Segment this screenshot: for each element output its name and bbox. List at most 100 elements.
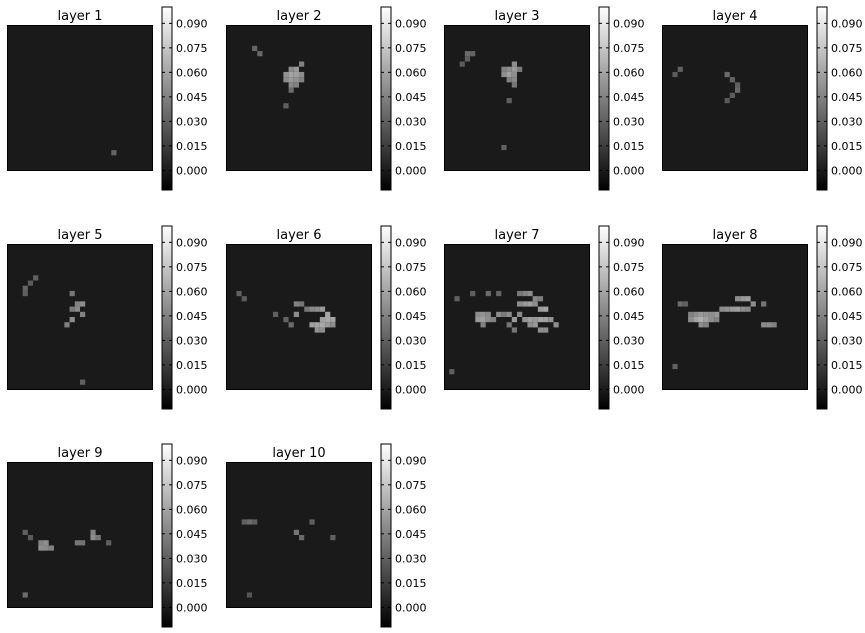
heatmap-cell (319, 327, 326, 333)
heatmap-cell (693, 317, 699, 323)
colorbar-tick-label: 0.030 (395, 552, 427, 565)
heatmap-cell (241, 296, 247, 302)
heatmap-cell (537, 327, 544, 333)
colorbar-tick-label: 0.090 (176, 236, 208, 249)
heatmap-cell (480, 317, 486, 323)
heatmap-cell (288, 71, 294, 78)
colorbar-tick-label: 0.060 (176, 503, 208, 516)
heatmap-cell (740, 296, 746, 302)
heatmap-cell (22, 529, 28, 535)
colorbar-tick-label: 0.000 (395, 164, 427, 177)
colorbar-tick-label: 0.075 (395, 261, 427, 274)
heatmap-cell (283, 317, 289, 323)
panel-4: layer 4 0.000 0.015 0.030 0.045 0.060 0.075 0.0… (662, 6, 863, 191)
colorbar (380, 443, 392, 628)
heatmap-cell (537, 296, 544, 302)
colorbar-tick-label: 0.090 (176, 454, 208, 467)
heatmap-cell (69, 317, 75, 323)
heatmap-cell (252, 519, 258, 525)
heatmap-cell (485, 317, 491, 323)
heatmap-cell (293, 529, 299, 535)
colorbar-tick-label: 0.030 (176, 552, 208, 565)
heatmap-cell (304, 306, 310, 312)
colorbar-tick-label: 0.075 (831, 261, 863, 274)
panel-9: layer 9 0.000 0.015 0.030 0.045 0.060 0.075 0.0… (7, 443, 208, 628)
heatmap-cell (299, 71, 305, 78)
colorbar-tick-label: 0.045 (176, 310, 208, 323)
heatmap-cell (511, 327, 517, 333)
heatmap-cell (714, 317, 720, 323)
heatmap-cell (257, 51, 263, 57)
colorbar (161, 225, 173, 410)
heatmap-cell (309, 519, 315, 525)
colorbar-tick-label: 0.060 (176, 66, 208, 79)
heatmap-cell (480, 311, 486, 317)
panel-5: layer 5 0.000 0.015 0.030 0.045 0.060 0.075 0.0… (7, 225, 208, 410)
colorbar (598, 225, 610, 410)
panel-title: layer 3 (494, 9, 539, 24)
heatmap-cell (246, 592, 253, 598)
heatmap-cell (517, 290, 523, 297)
heatmap-cell (688, 317, 694, 323)
heatmap-cell (522, 317, 528, 323)
heatmap-cell (724, 98, 730, 104)
heatmap-cell (506, 77, 512, 83)
heatmap-cell (698, 311, 704, 317)
heatmap-cell (522, 290, 528, 297)
heatmap-cell (724, 306, 730, 312)
heatmap-cell (506, 66, 512, 72)
colorbar-tick-label: 0.030 (176, 115, 208, 128)
colorbar-tick-label: 0.045 (395, 310, 427, 323)
heatmap-cell (299, 301, 305, 307)
heatmap-cell (293, 77, 299, 83)
colorbar-tick-label: 0.015 (176, 577, 208, 590)
heatmap-cell (90, 535, 96, 541)
panel-3: layer 3 0.000 0.015 0.030 0.045 0.060 0.075 0.0… (444, 6, 645, 191)
heatmap-cell (293, 66, 299, 72)
heatmap-cell (470, 290, 476, 297)
colorbar-tick-label: 0.060 (395, 285, 427, 298)
colorbar-tick-label: 0.075 (176, 42, 208, 55)
heatmap-cell (703, 322, 709, 328)
colorbar (380, 225, 392, 410)
heatmap-cell (511, 61, 517, 67)
colorbar-tick-label: 0.090 (831, 17, 863, 30)
heatmap-cell (677, 66, 683, 72)
colorbar-tick-label: 0.075 (395, 42, 427, 55)
heatmap-cell (698, 317, 704, 323)
heatmap-cell (33, 275, 39, 281)
heatmap-cell (111, 150, 117, 156)
colorbar-tick-label: 0.000 (613, 383, 645, 396)
heatmap-cell (80, 301, 86, 307)
heatmap-cell (682, 301, 689, 307)
heatmap-cell (314, 322, 320, 328)
heatmap-cell (293, 71, 299, 78)
heatmap-cell (283, 71, 289, 78)
heatmap-cell (241, 519, 247, 525)
heatmap-cell (449, 369, 455, 375)
heatmap-cell (688, 311, 694, 317)
heatmap-cell (501, 144, 507, 151)
heatmap-cell (48, 545, 54, 551)
colorbar-tick-label: 0.090 (176, 17, 208, 30)
colorbar-tick-label: 0.090 (831, 236, 863, 249)
heatmap-cell (501, 311, 507, 317)
heatmap-cell (532, 322, 538, 328)
heatmap-cell (517, 66, 523, 72)
heatmap-cell (708, 317, 715, 323)
colorbar-tick-label: 0.090 (395, 236, 427, 249)
heatmap-cell (485, 290, 491, 297)
heatmap-cell (38, 545, 44, 551)
heatmap-cell (288, 82, 294, 88)
heatmap-cell (511, 66, 517, 72)
colorbar-tick-label: 0.000 (176, 164, 208, 177)
panel-title: layer 4 (712, 9, 757, 24)
heatmap-cell (761, 301, 767, 307)
colorbar-tick-label: 0.015 (176, 140, 208, 153)
colorbar (598, 6, 610, 191)
colorbar-tick-label: 0.030 (395, 115, 427, 128)
colorbar-tick-label: 0.075 (395, 479, 427, 492)
heatmap-frame (662, 25, 808, 171)
panel-title: layer 9 (57, 446, 102, 461)
heatmap-cell (506, 322, 512, 328)
